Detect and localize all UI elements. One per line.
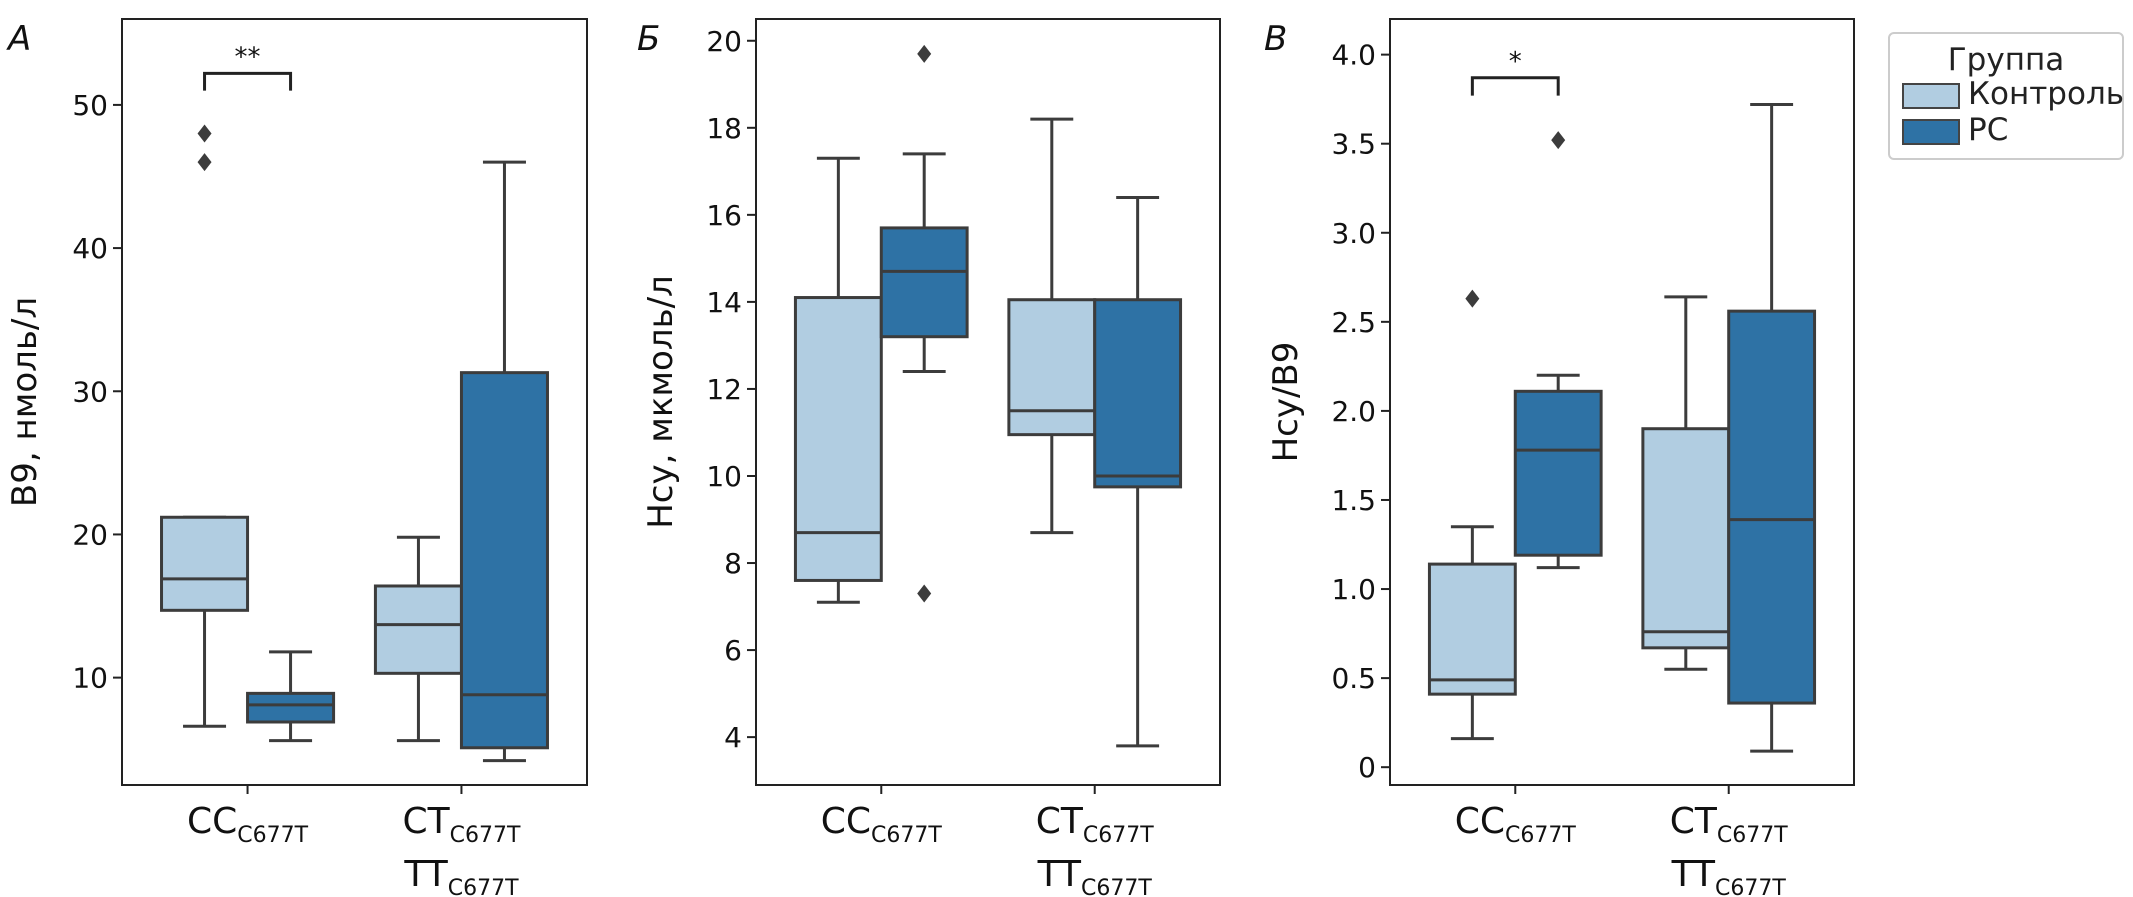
significance-bracket bbox=[1470, 76, 1560, 96]
y-tick-label: 10 bbox=[72, 662, 108, 695]
panel-3: В 0 0.5 1.0 1.5 2.0 2.5 3.0 3.5 4.0 Hcy/B9 * CCC677T… bbox=[1264, 18, 1855, 897]
x-tick-label: CCC677T bbox=[821, 801, 943, 848]
plot-frame bbox=[1389, 18, 1855, 786]
legend-label-ms: РС bbox=[1968, 112, 2009, 148]
y-axis-label: Hcy/B9 bbox=[1266, 342, 1306, 463]
y-tick-label: 4.0 bbox=[1331, 39, 1376, 72]
x-tick-label: CCC677T bbox=[187, 801, 309, 848]
significance-label: ** bbox=[235, 42, 261, 72]
plot-frame bbox=[755, 18, 1221, 786]
y-tick-label: 0.5 bbox=[1331, 662, 1376, 695]
box-iqr bbox=[1007, 298, 1097, 437]
box-ms-2 bbox=[459, 160, 549, 763]
x-tick-label: TTC677T bbox=[1037, 854, 1153, 897]
y-tick-label: 3.0 bbox=[1331, 217, 1376, 250]
box-ms-1 bbox=[1513, 131, 1603, 570]
significance-label: * bbox=[1509, 47, 1522, 77]
y-tick-label: 0 bbox=[1358, 751, 1376, 784]
box-control-1 bbox=[793, 156, 883, 604]
box-iqr bbox=[879, 226, 969, 339]
x-tick-label: CTC677T bbox=[402, 801, 520, 848]
y-tick-label: 14 bbox=[706, 286, 742, 319]
box-ms-1 bbox=[879, 44, 969, 603]
box-ms-1 bbox=[246, 650, 336, 743]
outlier-point bbox=[1465, 289, 1480, 308]
panel-2: Б 4 6 8 10 12 14 16 18 20 Hcy, мкмоль/л CCC677T CTC6… bbox=[637, 18, 1221, 897]
y-tick-label: 6 bbox=[724, 634, 742, 667]
y-tick-label: 20 bbox=[706, 25, 742, 58]
y-tick-label: 40 bbox=[72, 232, 108, 265]
y-tick-label: 16 bbox=[706, 199, 742, 232]
legend-swatch-ms bbox=[1902, 119, 1960, 145]
panel-letter: Б bbox=[637, 19, 660, 59]
box-control-2 bbox=[373, 535, 463, 743]
box-iqr bbox=[1727, 309, 1817, 705]
box-iqr bbox=[793, 296, 883, 582]
box-iqr bbox=[1641, 427, 1731, 650]
legend-title: Группа bbox=[1947, 42, 2065, 78]
box-iqr bbox=[459, 371, 549, 750]
legend: Группа Контроль РС bbox=[1888, 32, 2124, 160]
outlier-point bbox=[917, 584, 932, 603]
panel-letter: А bbox=[6, 19, 31, 59]
y-axis-label: B9, нмоль/л bbox=[5, 297, 45, 507]
box-control-1 bbox=[1427, 289, 1517, 741]
box-iqr bbox=[373, 584, 463, 675]
outlier-point bbox=[917, 44, 932, 63]
legend-swatch-control bbox=[1902, 83, 1960, 109]
panel-1: А 10 20 30 40 50 B9, нмоль/л ** CCC677T CTC677T TT… bbox=[5, 18, 588, 897]
y-tick-label: 30 bbox=[72, 375, 108, 408]
x-tick-label: CTC677T bbox=[1036, 801, 1154, 848]
panel-letter: В bbox=[1264, 19, 1287, 59]
box-ms-2 bbox=[1093, 195, 1183, 748]
y-tick-label: 4 bbox=[724, 721, 742, 754]
outlier-point bbox=[197, 124, 212, 143]
y-axis-label: Hcy, мкмоль/л bbox=[641, 275, 681, 529]
y-tick-label: 1.5 bbox=[1331, 484, 1376, 517]
x-tick-label: TTC677T bbox=[403, 854, 519, 897]
box-iqr bbox=[246, 691, 336, 724]
plot-frame bbox=[121, 18, 588, 786]
y-tick-label: 10 bbox=[706, 460, 742, 493]
y-tick-label: 2.5 bbox=[1331, 306, 1376, 339]
box-iqr bbox=[1093, 298, 1183, 489]
y-tick-label: 50 bbox=[72, 89, 108, 122]
y-tick-label: 1.0 bbox=[1331, 573, 1376, 606]
box-control-1 bbox=[160, 124, 250, 728]
x-tick-label: TTC677T bbox=[1671, 854, 1787, 897]
significance-bracket bbox=[203, 71, 293, 91]
outlier-point bbox=[1551, 131, 1566, 150]
x-tick-label: CCC677T bbox=[1455, 801, 1577, 848]
box-ms-2 bbox=[1727, 103, 1817, 753]
y-tick-label: 12 bbox=[706, 373, 742, 406]
x-tick-label: CTC677T bbox=[1670, 801, 1788, 848]
outlier-point bbox=[197, 153, 212, 172]
y-tick-label: 3.5 bbox=[1331, 128, 1376, 161]
legend-label-control: Контроль bbox=[1968, 76, 2125, 112]
y-tick-label: 2.0 bbox=[1331, 395, 1376, 428]
y-tick-label: 18 bbox=[706, 112, 742, 145]
box-control-2 bbox=[1641, 295, 1731, 671]
y-tick-label: 20 bbox=[72, 518, 108, 551]
y-tick-label: 8 bbox=[724, 547, 742, 580]
box-control-2 bbox=[1007, 117, 1097, 535]
box-iqr bbox=[1513, 389, 1603, 557]
box-iqr bbox=[160, 515, 250, 612]
box-iqr bbox=[1427, 562, 1517, 696]
